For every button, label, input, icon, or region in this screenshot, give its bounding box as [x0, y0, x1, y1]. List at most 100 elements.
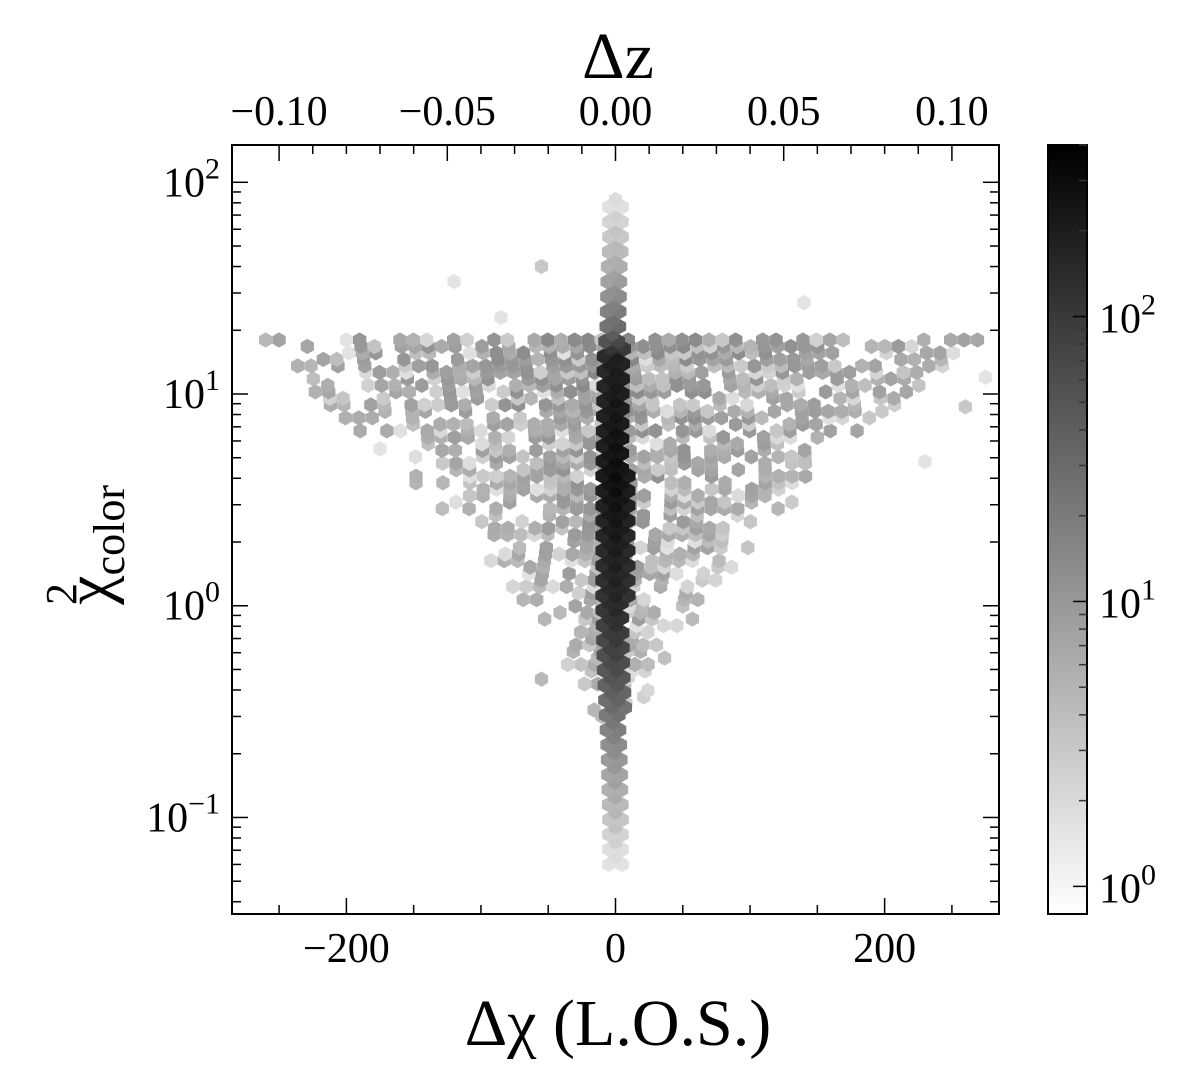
hexbin-cell: [756, 429, 771, 445]
hexbin-cell: [855, 358, 869, 374]
hexbin-cell: [386, 364, 400, 381]
hexbin-cell: [530, 481, 544, 497]
hexbin-cell: [918, 453, 932, 470]
hexbin-cell: [380, 423, 394, 439]
hexbin-cell: [475, 436, 489, 452]
hexbin-cell: [514, 527, 528, 543]
hexbin-cell: [842, 364, 857, 381]
hexbin-cell: [393, 423, 407, 439]
hexbin-cell: [361, 377, 375, 394]
hexbin-cell: [718, 494, 732, 510]
hexbin-cell: [771, 501, 785, 517]
hexbin-cell: [435, 501, 449, 517]
hexbin-cell: [884, 371, 898, 387]
hexbin-cell: [474, 423, 488, 439]
hexbin-cell: [894, 351, 908, 368]
hexbin-cell: [512, 540, 527, 556]
hexbin-cell: [878, 338, 892, 355]
hexbin-cell: [704, 442, 718, 458]
hexbin-cell: [685, 611, 699, 627]
hexbin-cell: [850, 423, 864, 439]
hexbin-cell: [702, 423, 716, 439]
hexbin-cell: [917, 332, 931, 348]
hexbin-cell: [353, 423, 367, 439]
hexbin-cell: [476, 481, 490, 497]
hexbin-cell: [712, 390, 726, 407]
hexbin-cell: [446, 416, 461, 432]
hexbin-cell: [447, 273, 461, 290]
hexbin-cell: [581, 332, 595, 348]
hexbin-cell: [695, 364, 709, 381]
hexbin-cell: [734, 358, 748, 374]
hexbin-cell: [488, 520, 502, 536]
hexbin-cell: [365, 410, 379, 426]
hexbin-cell: [498, 397, 512, 413]
hexbin-cell: [543, 501, 557, 517]
hexbin-cell: [503, 468, 517, 484]
hexbin-cell: [821, 403, 835, 420]
hexbin-cell: [411, 358, 426, 374]
y-axis: 10−1 100 101 102: [146, 152, 999, 903]
hexbin-cell: [502, 442, 516, 458]
hexbin-cell: [767, 403, 782, 420]
hexbin-cell: [731, 462, 745, 478]
hexbin-cell: [651, 462, 665, 478]
hexbin-cell: [697, 377, 711, 394]
hexbin-cell: [447, 332, 461, 348]
hexbin-cell: [696, 565, 711, 582]
hexbin-cell: [730, 436, 744, 452]
hexbin-cell: [342, 345, 356, 361]
hexbin-cell: [568, 598, 582, 614]
hexbin-cell: [559, 578, 574, 595]
hexbin-cell: [655, 371, 670, 387]
hexbin-cell: [731, 501, 745, 517]
hexbin-cell: [496, 384, 510, 400]
hexbin-cell: [656, 617, 671, 634]
hexbin-cell: [673, 397, 687, 413]
hexbin-cell: [339, 332, 353, 348]
hexbin-cell: [872, 384, 887, 400]
hexbin-cell: [910, 364, 924, 381]
hexbin-cell: [645, 553, 659, 569]
hexbin-cell: [922, 358, 936, 374]
hexbin-cell: [300, 338, 314, 355]
hexbin-cell: [825, 345, 840, 361]
hexbin-cell: [771, 449, 785, 465]
top-x-tick-label: 0.05: [747, 89, 821, 135]
hexbin-cell: [415, 377, 429, 394]
hexbin-cell: [435, 442, 449, 458]
y-axis-label-base: χ: [52, 575, 125, 605]
hexbin-cell: [364, 397, 378, 413]
hexbin-cell: [785, 468, 799, 484]
hexbin-cell: [484, 553, 498, 569]
hexbin-cell: [664, 475, 678, 491]
hexbin-cell: [570, 468, 584, 484]
hexbin-cell: [569, 637, 583, 653]
hexbin-cell: [691, 455, 705, 471]
hexbin-cell: [527, 416, 541, 432]
hexbin-cell: [541, 332, 555, 348]
hexbin-cell: [409, 468, 423, 484]
hexbin-cell: [533, 364, 548, 381]
hexbin-cell: [336, 390, 350, 407]
hexbin-cell: [540, 416, 555, 432]
hexbin-cell: [367, 338, 382, 355]
hexbin-cell: [970, 332, 985, 348]
hexbin-cell: [569, 514, 583, 530]
hexbin-cell: [308, 384, 322, 400]
hexbin-cell: [372, 364, 386, 381]
hexbin-cell: [663, 436, 677, 452]
hexbin-cell: [501, 520, 515, 536]
hexbin-cell: [406, 332, 420, 348]
hexbin-cell: [702, 332, 716, 348]
hexbin-cell: [875, 403, 889, 420]
hexbin-cell: [946, 345, 960, 361]
hexbin-cell: [731, 488, 745, 504]
hexbin-cell: [306, 371, 320, 387]
hexbin-cell: [641, 656, 655, 673]
hexbin-cell: [519, 578, 533, 595]
hexbin-cell: [534, 258, 549, 275]
top-x-tick-label: 0.00: [579, 89, 653, 135]
hexbin-cell: [259, 332, 273, 348]
